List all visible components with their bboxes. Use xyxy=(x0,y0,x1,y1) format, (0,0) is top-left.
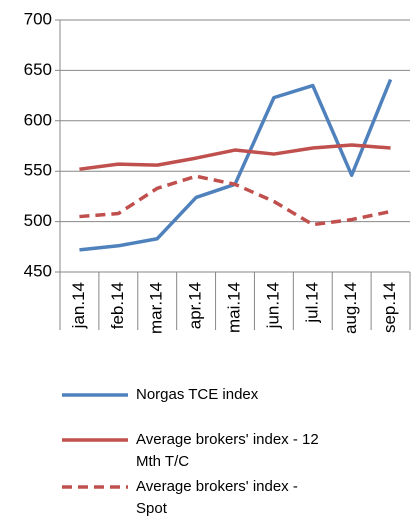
y-tick-label: 600 xyxy=(24,110,52,129)
legend-swatch xyxy=(62,438,128,442)
legend-item: Average brokers' index - 12 Mth T/C xyxy=(60,429,321,473)
y-tick-label: 550 xyxy=(24,161,52,180)
series-line xyxy=(79,143,391,171)
x-tick-label: jul.14 xyxy=(302,282,321,324)
x-tick-label: apr.14 xyxy=(186,282,205,329)
legend-swatch xyxy=(62,393,128,397)
y-tick-label: 500 xyxy=(24,211,52,230)
legend-item: Average brokers' index - Spot xyxy=(60,476,321,520)
x-tick-label: aug.14 xyxy=(341,282,360,334)
legend-label: Average brokers' index - 12 Mth T/C xyxy=(136,431,319,470)
chart: 450 500 550 600 650 700 jan.14 feb.14 mar.14 apr.… xyxy=(24,9,411,334)
y-tick-label: 700 xyxy=(24,9,52,28)
x-tick-label: sep.14 xyxy=(380,282,399,333)
x-tick-label: jan.14 xyxy=(69,282,88,329)
x-tick-label: mar.14 xyxy=(147,282,166,334)
legend-swatch xyxy=(62,485,128,489)
y-tick-label: 450 xyxy=(24,261,52,280)
y-tick-label: 650 xyxy=(24,60,52,79)
x-tick-label: jun.14 xyxy=(263,282,282,329)
x-tick-label: feb.14 xyxy=(108,282,127,329)
legend-label: Norgas TCE index xyxy=(136,386,259,403)
x-tick-label: mai.14 xyxy=(224,282,243,333)
series-line xyxy=(79,174,391,227)
legend-item: Norgas TCE index xyxy=(60,384,321,406)
legend-label: Average brokers' index - Spot xyxy=(136,478,298,517)
